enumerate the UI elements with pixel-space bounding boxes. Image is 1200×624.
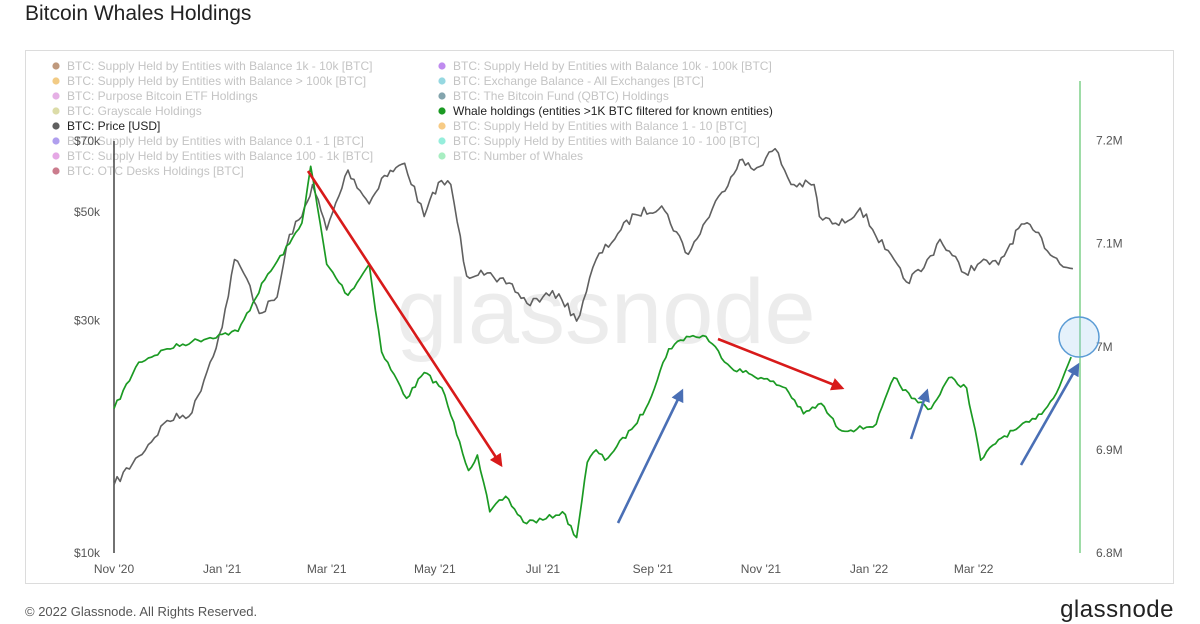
legend-label: BTC: Exchange Balance - All Exchanges [B… [453, 74, 704, 88]
legend-item: BTC: Grayscale Holdings [52, 104, 202, 118]
legend-marker [438, 137, 446, 145]
legend-label: BTC: Supply Held by Entities with Balanc… [67, 149, 373, 163]
legend-marker [52, 92, 60, 100]
legend-marker [438, 152, 446, 160]
y-tick-left: $10k [74, 546, 101, 560]
legend-item: BTC: Supply Held by Entities with Balanc… [438, 134, 760, 148]
x-tick: Jan '21 [203, 562, 242, 576]
x-tick: Mar '21 [307, 562, 347, 576]
legend-label: BTC: Supply Held by Entities with Balanc… [453, 59, 772, 73]
legend-item: BTC: Exchange Balance - All Exchanges [B… [438, 74, 704, 88]
series-line-whales [113, 165, 1072, 539]
x-tick: Jul '21 [526, 562, 561, 576]
legend-label: BTC: Grayscale Holdings [67, 104, 202, 118]
legend-label: BTC: Supply Held by Entities with Balanc… [453, 119, 746, 133]
x-tick: Sep '21 [633, 562, 674, 576]
legend-label: BTC: Purpose Bitcoin ETF Holdings [67, 89, 258, 103]
legend-marker [52, 152, 60, 160]
y-tick-left: $70k [74, 134, 101, 148]
legend-marker [438, 107, 446, 115]
legend-item: BTC: Supply Held by Entities with Balanc… [438, 59, 772, 73]
axes: $10k $30k $50k $70k 6.8M 6.9M 7M 7.1M 7.2M Nov '2… [74, 81, 1123, 576]
red-arrow [717, 337, 845, 391]
brand-logo: glassnode [1060, 596, 1174, 623]
series-line-price [113, 147, 1074, 486]
legend-marker [52, 77, 60, 85]
legend-marker [438, 62, 446, 70]
blue-arrow [1019, 362, 1080, 466]
x-tick: Nov '21 [741, 562, 782, 576]
y-tick-left: $50k [74, 205, 101, 219]
y-tick-right: 6.8M [1096, 546, 1123, 560]
legend-label: BTC: Price [USD] [67, 119, 160, 133]
x-tick: Nov '20 [94, 562, 135, 576]
y-tick-left: $30k [74, 313, 101, 327]
legend-label: Whale holdings (entities >1K BTC filtere… [453, 104, 773, 118]
legend-marker [52, 107, 60, 115]
legend-item: BTC: Supply Held by Entities with Balanc… [52, 149, 373, 163]
y-tick-right: 7M [1096, 340, 1113, 354]
legend-item: BTC: Purpose Bitcoin ETF Holdings [52, 89, 258, 103]
blue-arrow [909, 388, 930, 440]
legend-label: BTC: OTC Desks Holdings [BTC] [67, 164, 244, 178]
legend-label: BTC: Supply Held by Entities with Balanc… [67, 59, 372, 73]
legend-item: BTC: OTC Desks Holdings [BTC] [52, 164, 244, 178]
chart-svg: glassnode BTC: Supply Held by Entities w… [52, 59, 1123, 576]
legend-marker [438, 92, 446, 100]
legend-marker [52, 62, 60, 70]
legend: BTC: Supply Held by Entities with Balanc… [52, 59, 773, 178]
legend-label: BTC: Supply Held by Entities with Balanc… [67, 134, 364, 148]
red-arrow [306, 170, 503, 468]
blue-arrow [616, 388, 684, 524]
legend-item: BTC: The Bitcoin Fund (QBTC) Holdings [438, 89, 669, 103]
x-tick: Mar '22 [954, 562, 994, 576]
legend-marker [52, 122, 60, 130]
y-tick-right: 7.1M [1096, 237, 1123, 251]
legend-marker [52, 137, 60, 145]
legend-label: BTC: Supply Held by Entities with Balanc… [453, 134, 760, 148]
legend-label: BTC: Number of Whales [453, 149, 583, 163]
x-tick: Jan '22 [850, 562, 889, 576]
watermark-text: glassnode [396, 261, 815, 363]
legend-label: BTC: Supply Held by Entities with Balanc… [67, 74, 366, 88]
legend-item: BTC: Supply Held by Entities with Balanc… [52, 74, 366, 88]
legend-marker [438, 77, 446, 85]
highlight-circle [1058, 316, 1100, 358]
y-tick-right: 7.2M [1096, 134, 1123, 148]
legend-label: BTC: The Bitcoin Fund (QBTC) Holdings [453, 89, 669, 103]
legend-item: BTC: Number of Whales [438, 149, 583, 163]
x-tick: May '21 [414, 562, 456, 576]
legend-item: Whale holdings (entities >1K BTC filtere… [438, 104, 773, 118]
footer-copyright: © 2022 Glassnode. All Rights Reserved. [25, 604, 258, 619]
legend-marker [438, 122, 446, 130]
legend-item: BTC: Price [USD] [52, 119, 160, 133]
chart-panel: glassnode BTC: Supply Held by Entities w… [25, 50, 1174, 584]
legend-item: BTC: Supply Held by Entities with Balanc… [438, 119, 746, 133]
legend-item: BTC: Supply Held by Entities with Balanc… [52, 134, 364, 148]
series-layer [113, 147, 1074, 539]
chart-title: Bitcoin Whales Holdings [25, 2, 252, 25]
annotations [306, 170, 1100, 524]
legend-marker [52, 167, 60, 175]
y-tick-right: 6.9M [1096, 443, 1123, 457]
legend-item: BTC: Supply Held by Entities with Balanc… [52, 59, 372, 73]
